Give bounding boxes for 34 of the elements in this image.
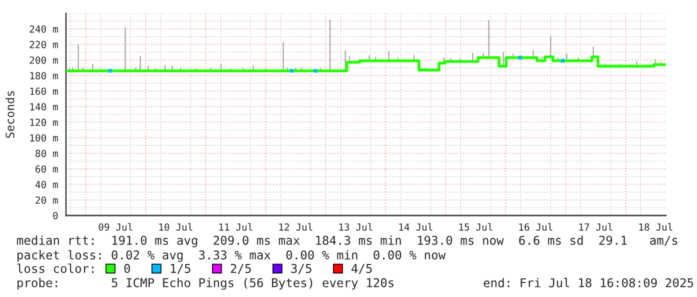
y-tick-label: 60 m bbox=[36, 165, 58, 173]
x-tick-label: 11 Jul bbox=[219, 223, 252, 231]
x-tick-label: 12 Jul bbox=[279, 223, 312, 231]
x-tick-label: 16 Jul bbox=[519, 223, 552, 231]
y-tick-label: 120 m bbox=[30, 118, 58, 126]
legend-label: 4/5 bbox=[352, 264, 372, 274]
y-tick-label: 80 m bbox=[36, 150, 58, 158]
legend-label: 3/5 bbox=[291, 264, 312, 274]
x-tick-label: 14 Jul bbox=[399, 223, 432, 231]
x-tick-label: 15 Jul bbox=[459, 223, 492, 231]
x-tick-label: 10 Jul bbox=[159, 223, 192, 231]
text: packet loss: 0.02 % avg 3.33 % max 0.00 % min 0.00 % now bbox=[18, 250, 446, 262]
legend-label: 2/5 bbox=[230, 264, 251, 274]
y-tick-label: 160 m bbox=[30, 88, 58, 95]
y-tick-label: 200 m bbox=[30, 56, 58, 64]
y-tick-label: 40 m bbox=[35, 180, 58, 188]
y-tick-label: 220 m bbox=[30, 40, 58, 48]
y-tick-label: 20 m bbox=[36, 196, 58, 204]
y-tick-label: 240 m bbox=[30, 25, 58, 33]
legend-label: 1/5 bbox=[170, 264, 190, 274]
x-tick-label: 17 Jul bbox=[579, 223, 612, 231]
text: median rtt: 191.0 ms avg 209.0 ms max 184.3 ms min 193.0 ms now 6.6 ms sd 29.1 am/s bbox=[17, 236, 678, 248]
y-tick-label: 140 m bbox=[30, 103, 58, 110]
legend-label: 0 bbox=[124, 264, 130, 274]
y-axis-title: Seconds bbox=[5, 91, 14, 138]
x-tick-label: 09 Jul bbox=[98, 223, 132, 231]
y-tick-label: 180 m bbox=[30, 72, 58, 80]
y-tick-label: 100 m bbox=[30, 134, 58, 142]
text: probe: 5 ICMP Echo Pings (56 Bytes) every 120s bbox=[18, 278, 394, 290]
y-tick-label: 0 bbox=[53, 212, 58, 220]
x-tick-label: 18 Jul bbox=[639, 223, 672, 231]
text: end: Fri Jul 18 16:08:09 2025 bbox=[484, 278, 694, 288]
x-tick-label: 13 Jul bbox=[339, 223, 372, 231]
legend-title: loss color: bbox=[17, 264, 94, 274]
